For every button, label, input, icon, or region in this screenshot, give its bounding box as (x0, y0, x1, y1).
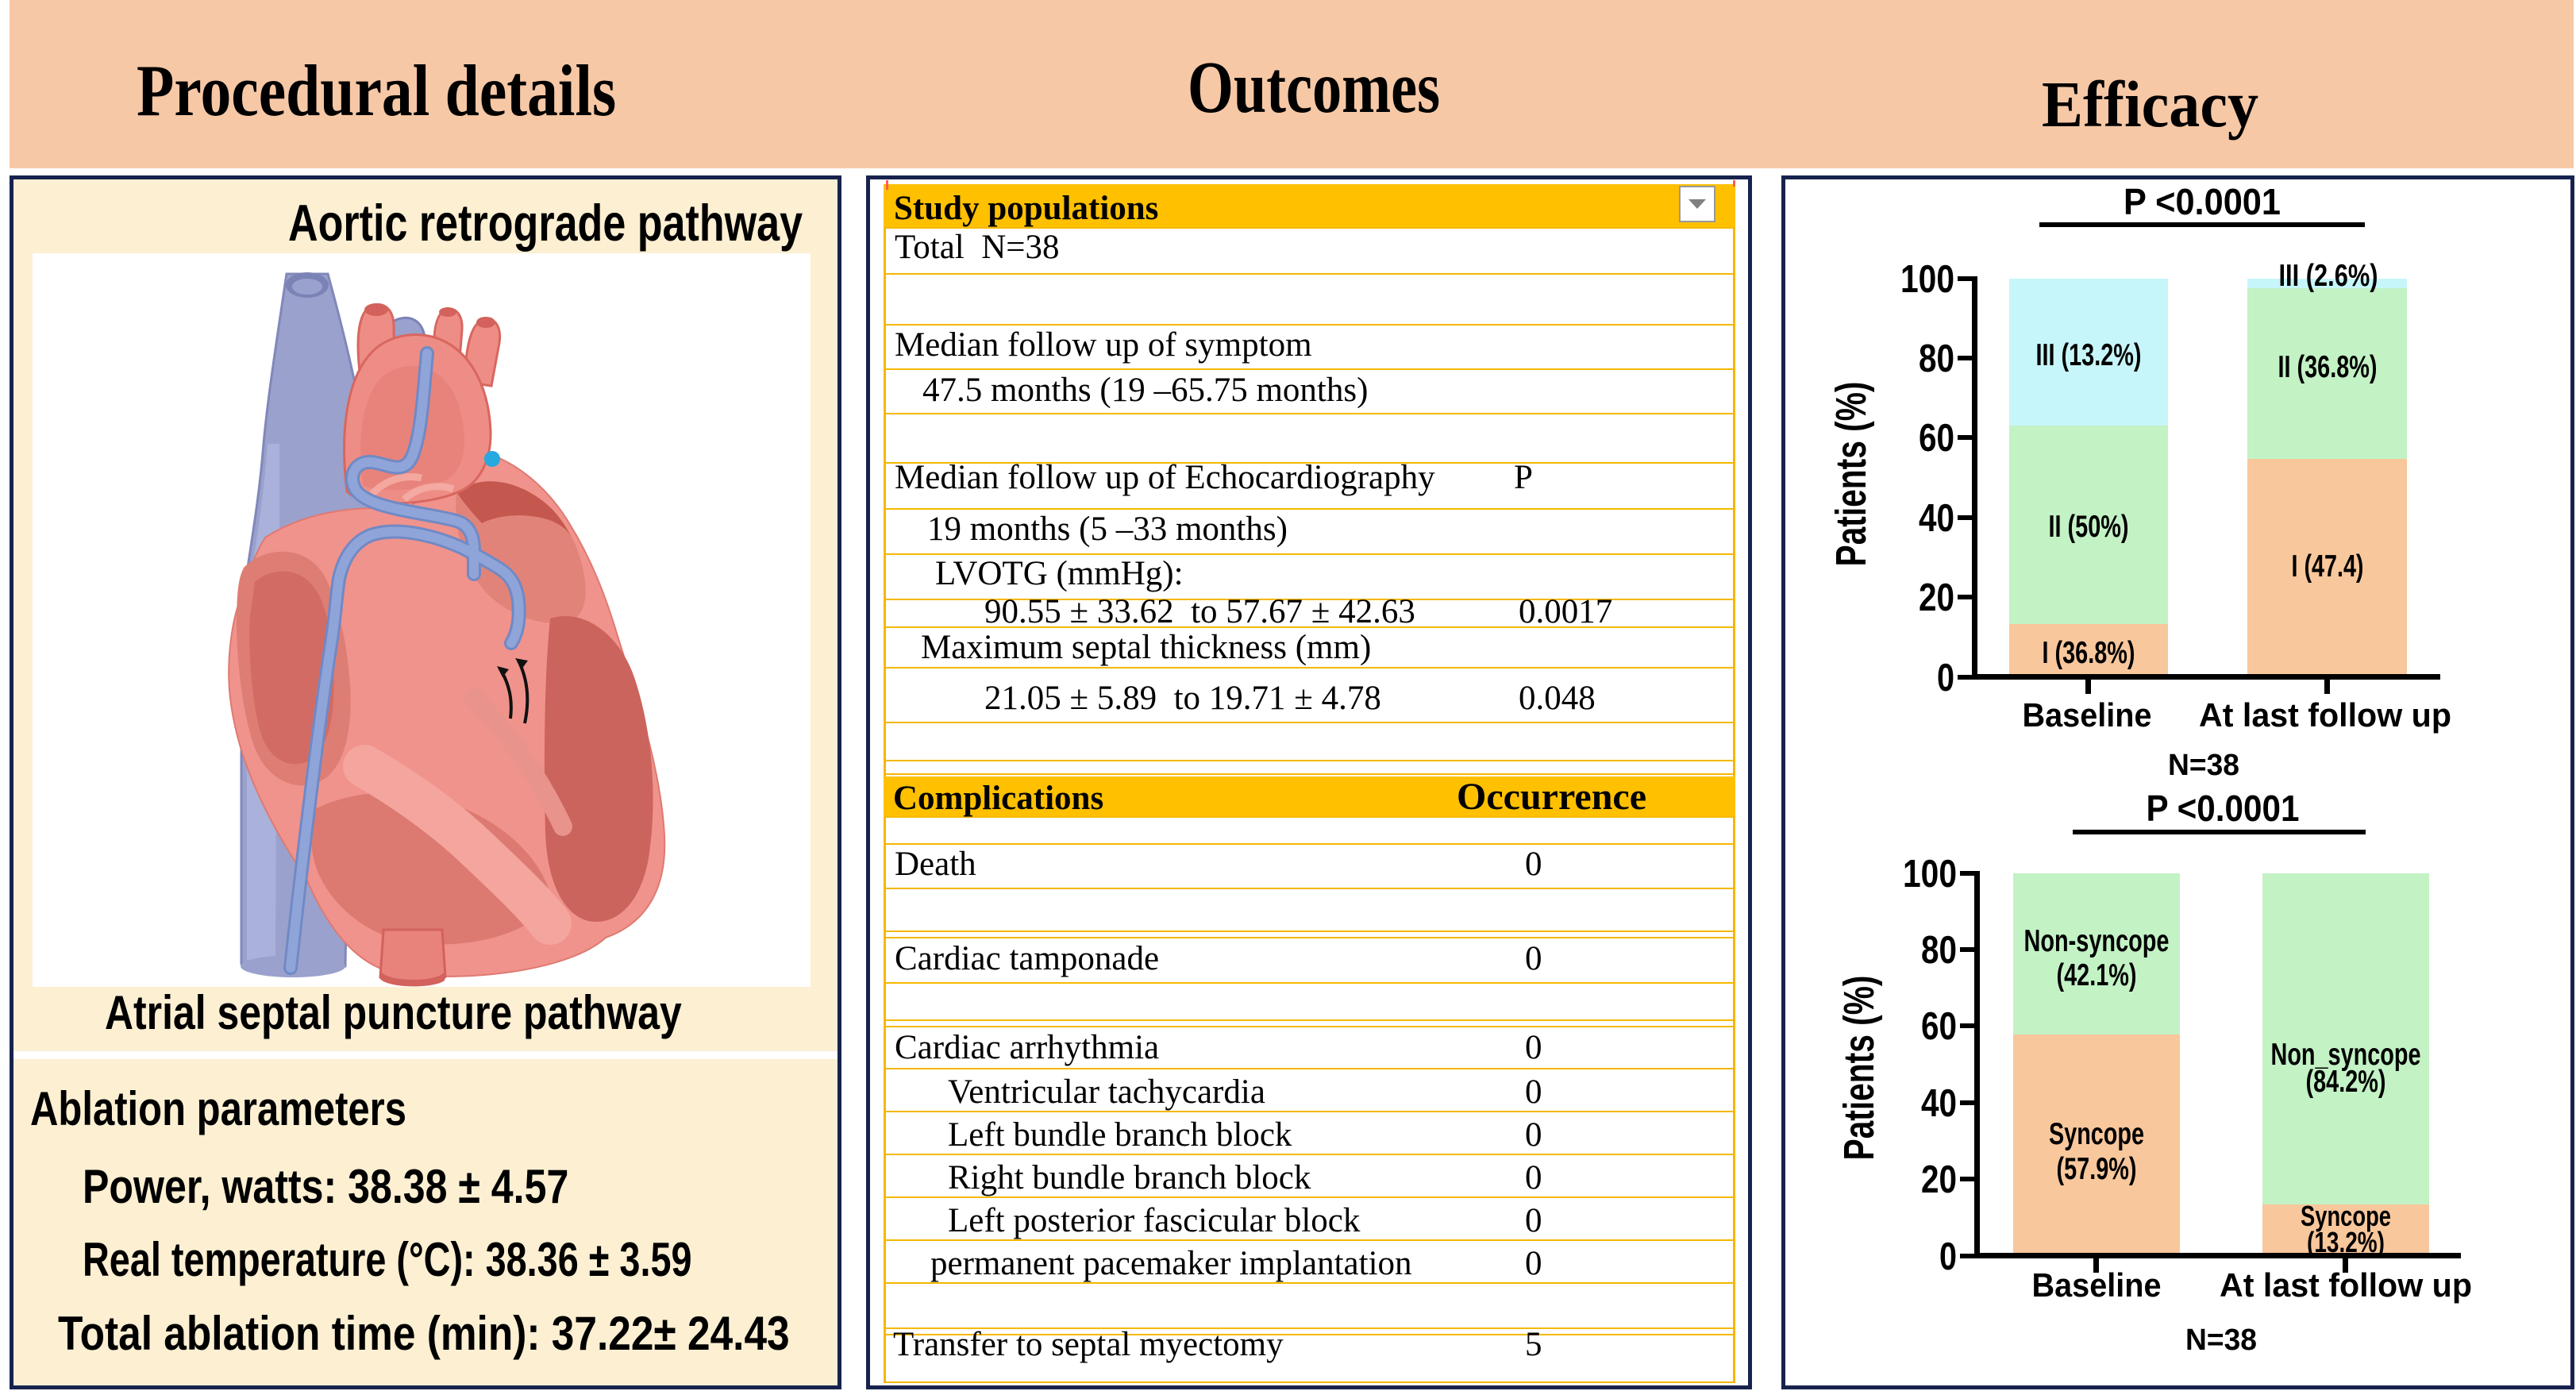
svg-text:(84.2%): (84.2%) (2306, 1065, 2386, 1099)
svg-text:Patients (%): Patients (%) (1827, 382, 1875, 567)
svg-text:60: 60 (1921, 1005, 1957, 1048)
svg-text:Baseline: Baseline (2032, 1266, 2162, 1304)
svg-text:N=38: N=38 (2185, 1324, 2257, 1357)
svg-text:Patients (%): Patients (%) (1835, 976, 1883, 1161)
svg-text:(57.9%): (57.9%) (2057, 1152, 2137, 1186)
svg-text:Syncope: Syncope (2049, 1117, 2144, 1151)
svg-text:80: 80 (1921, 929, 1957, 972)
svg-text:III (13.2%): III (13.2%) (2036, 338, 2142, 372)
svg-text:P <0.0001: P <0.0001 (2147, 788, 2300, 829)
svg-text:100: 100 (1903, 853, 1957, 896)
svg-text:P <0.0001: P <0.0001 (2124, 181, 2281, 222)
svg-text:II (36.8%): II (36.8%) (2278, 350, 2378, 384)
svg-text:80: 80 (1919, 337, 1954, 380)
svg-text:I (36.8%): I (36.8%) (2043, 636, 2135, 670)
svg-text:At last follow up: At last follow up (2199, 696, 2451, 734)
svg-text:40: 40 (1919, 497, 1954, 540)
svg-text:III (2.6%): III (2.6%) (2279, 259, 2378, 293)
svg-text:0: 0 (1939, 1235, 1957, 1278)
svg-text:(42.1%): (42.1%) (2057, 958, 2137, 992)
svg-text:Non_syncope: Non_syncope (2271, 1038, 2421, 1072)
svg-text:Non-syncope: Non-syncope (2024, 924, 2170, 958)
svg-text:N=38: N=38 (2168, 749, 2239, 782)
svg-text:I (47.4): I (47.4) (2292, 549, 2364, 584)
svg-text:Baseline: Baseline (2023, 696, 2152, 734)
svg-text:40: 40 (1921, 1082, 1957, 1125)
svg-text:20: 20 (1921, 1158, 1957, 1201)
svg-text:II (50%): II (50%) (2049, 510, 2129, 544)
svg-text:At last follow up: At last follow up (2220, 1266, 2472, 1304)
svg-text:20: 20 (1919, 576, 1954, 619)
svg-text:Syncope: Syncope (2301, 1200, 2391, 1232)
svg-text:(13.2%): (13.2%) (2307, 1226, 2385, 1258)
svg-text:60: 60 (1919, 417, 1954, 460)
svg-text:0: 0 (1937, 657, 1954, 699)
svg-text:100: 100 (1900, 258, 1954, 301)
